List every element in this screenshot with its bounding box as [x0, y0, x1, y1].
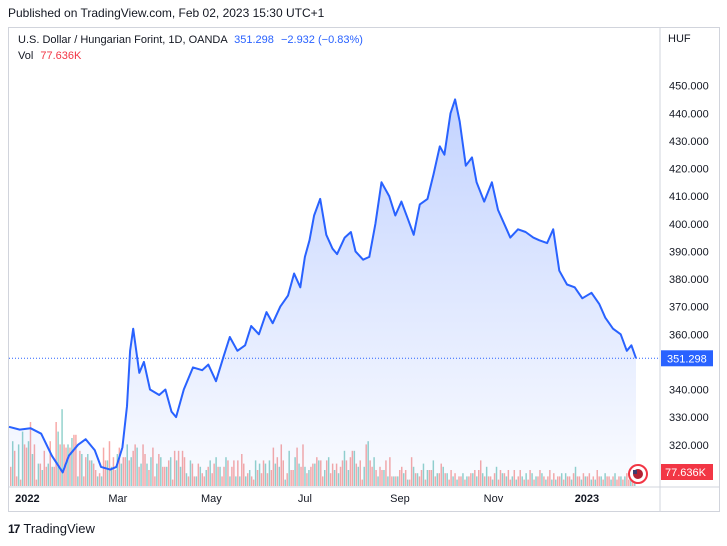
volume-bar: [61, 409, 63, 486]
y-tick-label: 330.000: [669, 412, 709, 424]
us-flag-icon: [633, 470, 637, 474]
y-tick-label: 430.000: [669, 136, 709, 148]
chart-frame: [8, 27, 720, 512]
volume-value: 77.636K: [40, 50, 82, 62]
legend-price: 351.298: [234, 34, 274, 46]
brand-name: TradingView: [23, 521, 95, 536]
y-tick-label: 450.000: [669, 81, 709, 93]
chart-legend: U.S. Dollar / Hungarian Forint, 1D, OAND…: [18, 33, 363, 64]
volume-bar: [63, 444, 65, 486]
y-tick-label: 390.000: [669, 246, 709, 258]
x-tick-label: 2022: [15, 493, 39, 505]
x-tick-label: Mar: [108, 493, 127, 505]
y-tick-label: 400.000: [669, 219, 709, 231]
last-volume-badge: [661, 464, 713, 480]
volume-bar: [108, 441, 111, 486]
y-tick-label: 410.000: [669, 191, 709, 203]
x-tick-label: 2023: [575, 493, 599, 505]
volume-label: Vol: [18, 50, 34, 62]
volume-bar: [59, 444, 61, 486]
y-tick-label: 440.000: [669, 108, 709, 120]
last-volume-label: 77.636K: [665, 467, 707, 479]
y-tick-label: 380.000: [669, 274, 709, 286]
legend-change: −2.932 (−0.83%): [280, 34, 363, 46]
last-price-badge: [661, 350, 713, 367]
currency-label: HUF: [668, 33, 691, 45]
x-tick-label: Nov: [484, 493, 504, 505]
price-line: [8, 98, 637, 474]
volume-bar: [57, 431, 59, 486]
x-tick-label: Jul: [298, 493, 312, 505]
y-tick-label: 360.000: [669, 329, 709, 341]
last-price-label: 351.298: [667, 353, 707, 365]
y-tick-label: 340.000: [669, 385, 709, 397]
x-tick-label: May: [201, 493, 222, 505]
published-caption: Published on TradingView.com, Feb 02, 20…: [8, 6, 325, 20]
volume-bar: [55, 422, 57, 486]
symbol-title: U.S. Dollar / Hungarian Forint, 1D, OAND…: [18, 34, 228, 46]
tradingview-brand[interactable]: 17 TradingView: [8, 521, 95, 536]
tradingview-logo-icon: 17: [8, 521, 20, 536]
price-area: [9, 99, 636, 488]
y-tick-label: 420.000: [669, 164, 709, 176]
y-tick-label: 320.000: [669, 440, 709, 452]
x-tick-label: Sep: [390, 493, 410, 505]
y-tick-label: 370.000: [669, 302, 709, 314]
